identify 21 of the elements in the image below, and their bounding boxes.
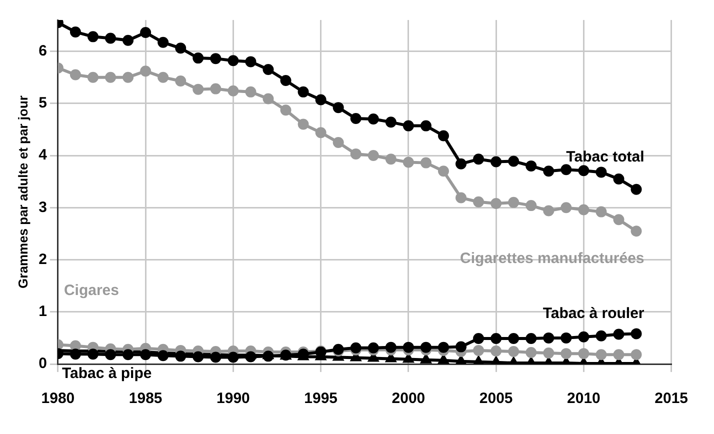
y-tick-label: 1: [38, 303, 47, 320]
x-tick-label: 1995: [304, 390, 338, 408]
y-tick-label: 3: [38, 198, 47, 216]
x-tick-label: 1985: [128, 390, 162, 408]
x-tick-label: 2015: [654, 390, 688, 408]
x-tick-label: 2010: [567, 390, 600, 408]
x-tick-label: 2000: [392, 390, 426, 408]
y-tick-label: 6: [38, 42, 47, 60]
y-tick-label: 4: [38, 146, 48, 164]
series-label: Cigarettes manufacturées: [460, 250, 644, 268]
text: Cigares: [64, 282, 119, 299]
x-tick-label: 1990: [216, 390, 250, 408]
series-label: Tabac total: [566, 148, 644, 166]
y-tick-label: 0: [38, 355, 47, 372]
series-label: Tabac à pipe: [62, 365, 152, 382]
y-axis-title: Grammes par adulte et par jour: [15, 96, 30, 288]
y-tick-label: 5: [38, 94, 47, 112]
y-tick-label: 2: [38, 250, 47, 268]
x-tick-label: 2005: [479, 390, 513, 408]
x-tick-label: 1980: [41, 390, 75, 408]
series-label: Tabac à rouler: [542, 304, 644, 322]
